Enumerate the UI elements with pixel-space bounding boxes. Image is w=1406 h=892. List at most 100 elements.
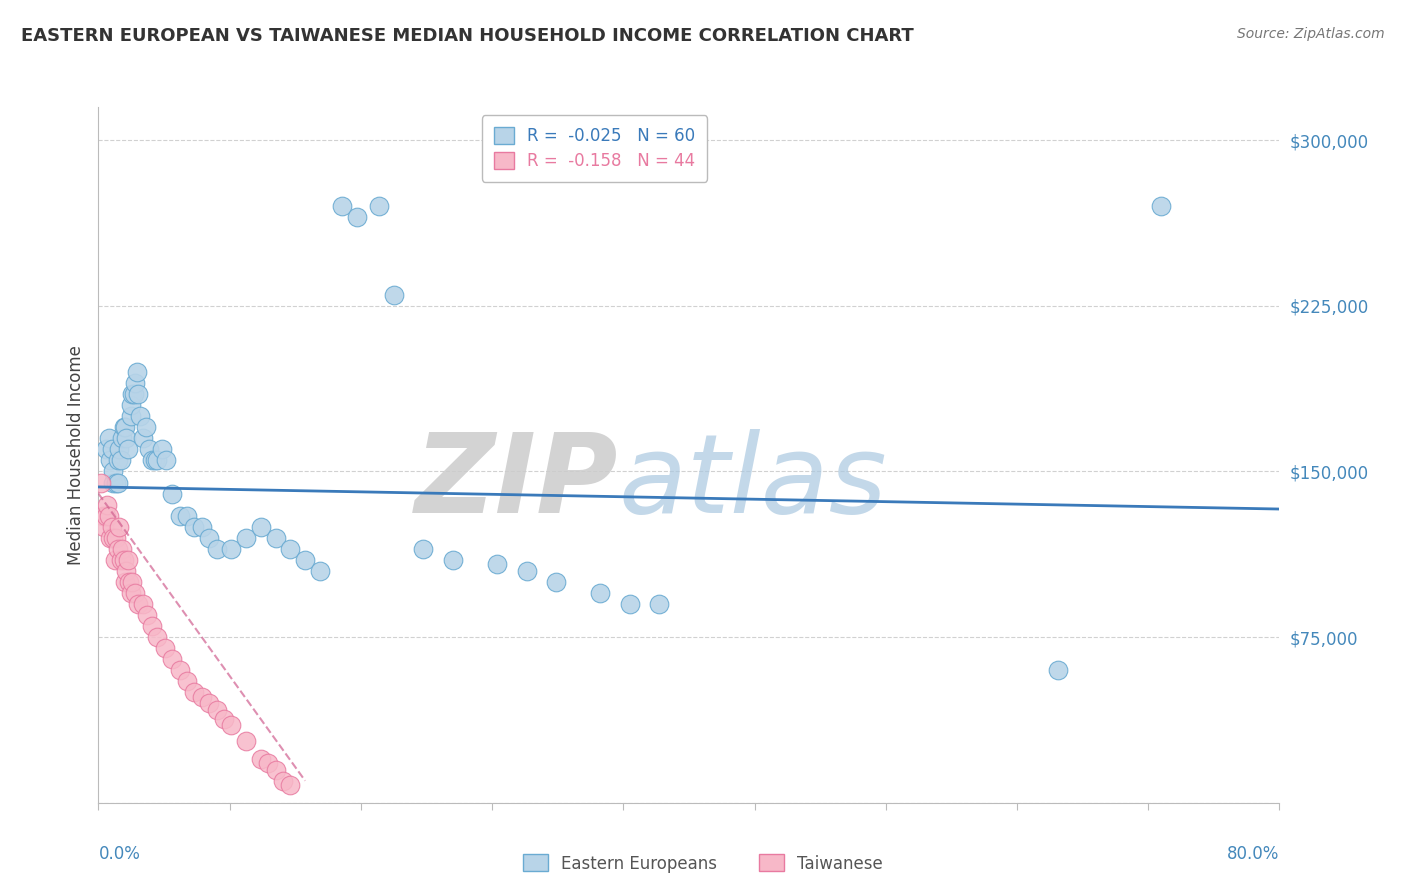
Point <box>198 697 221 711</box>
Point <box>205 541 228 556</box>
Point <box>97 508 120 523</box>
Point <box>143 453 166 467</box>
Text: 80.0%: 80.0% <box>1227 845 1279 863</box>
Point <box>124 376 146 391</box>
Point <box>219 718 242 732</box>
Point <box>94 442 117 457</box>
Point <box>132 431 155 445</box>
Point <box>104 553 127 567</box>
Legend: Eastern Europeans, Taiwanese: Eastern Europeans, Taiwanese <box>516 847 890 880</box>
Point <box>155 453 177 467</box>
Point <box>150 442 173 457</box>
Point <box>515 564 537 578</box>
Point <box>346 211 368 225</box>
Point <box>330 199 353 213</box>
Point <box>115 431 138 445</box>
Point <box>176 674 198 689</box>
Point <box>111 431 134 445</box>
Point <box>250 519 273 533</box>
Point <box>118 574 141 589</box>
Point <box>648 597 671 611</box>
Point <box>257 756 280 770</box>
Point <box>120 586 142 600</box>
Point <box>103 465 125 479</box>
Point <box>121 574 143 589</box>
Point <box>141 453 163 467</box>
Text: Source: ZipAtlas.com: Source: ZipAtlas.com <box>1237 27 1385 41</box>
Point <box>120 409 142 424</box>
Point <box>105 531 128 545</box>
Point <box>100 442 122 457</box>
Point <box>146 453 169 467</box>
Point <box>294 553 316 567</box>
Point <box>146 630 169 644</box>
Point <box>110 553 132 567</box>
Point <box>235 531 257 545</box>
Point <box>114 574 136 589</box>
Point <box>619 597 641 611</box>
Point <box>169 663 191 677</box>
Point <box>117 442 139 457</box>
Point <box>169 508 191 523</box>
Point <box>544 574 567 589</box>
Point <box>486 558 509 572</box>
Point <box>122 387 145 401</box>
Point <box>162 486 183 500</box>
Point <box>368 199 391 213</box>
Point <box>108 519 131 533</box>
Point <box>136 608 159 623</box>
Point <box>235 734 257 748</box>
Point <box>264 531 287 545</box>
Point <box>98 531 121 545</box>
Point <box>107 541 129 556</box>
Point <box>111 541 134 556</box>
Point <box>120 398 142 412</box>
Point <box>107 453 129 467</box>
Point <box>98 453 121 467</box>
Point <box>205 703 228 717</box>
Text: atlas: atlas <box>619 429 887 536</box>
Point <box>278 778 302 792</box>
Point <box>441 553 464 567</box>
Point <box>278 541 302 556</box>
Point <box>309 564 332 578</box>
Point <box>132 597 155 611</box>
Point <box>1150 199 1173 213</box>
Point <box>198 531 221 545</box>
Point <box>94 508 117 523</box>
Point <box>97 431 120 445</box>
Point <box>117 553 139 567</box>
Text: 0.0%: 0.0% <box>98 845 141 863</box>
Point <box>107 475 129 490</box>
Point <box>135 420 157 434</box>
Point <box>141 619 163 633</box>
Point <box>114 420 136 434</box>
Point <box>183 685 205 699</box>
Point <box>127 597 149 611</box>
Point <box>90 475 112 490</box>
Point <box>103 531 125 545</box>
Y-axis label: Median Household Income: Median Household Income <box>66 345 84 565</box>
Point <box>191 690 214 704</box>
Point <box>105 475 128 490</box>
Point <box>183 519 205 533</box>
Point <box>112 553 135 567</box>
Point <box>162 652 183 666</box>
Point <box>153 641 176 656</box>
Point <box>138 442 160 457</box>
Point <box>191 519 214 533</box>
Point <box>176 508 198 523</box>
Point <box>124 586 146 600</box>
Point <box>96 498 118 512</box>
Point <box>100 519 122 533</box>
Point <box>219 541 242 556</box>
Point <box>127 387 149 401</box>
Point <box>250 751 273 765</box>
Point <box>108 442 131 457</box>
Point <box>412 541 434 556</box>
Text: EASTERN EUROPEAN VS TAIWANESE MEDIAN HOUSEHOLD INCOME CORRELATION CHART: EASTERN EUROPEAN VS TAIWANESE MEDIAN HOU… <box>21 27 914 45</box>
Point <box>128 409 150 424</box>
Point <box>125 365 148 379</box>
Point <box>212 712 235 726</box>
Legend: R =  -0.025   N = 60, R =  -0.158   N = 44: R = -0.025 N = 60, R = -0.158 N = 44 <box>482 115 707 182</box>
